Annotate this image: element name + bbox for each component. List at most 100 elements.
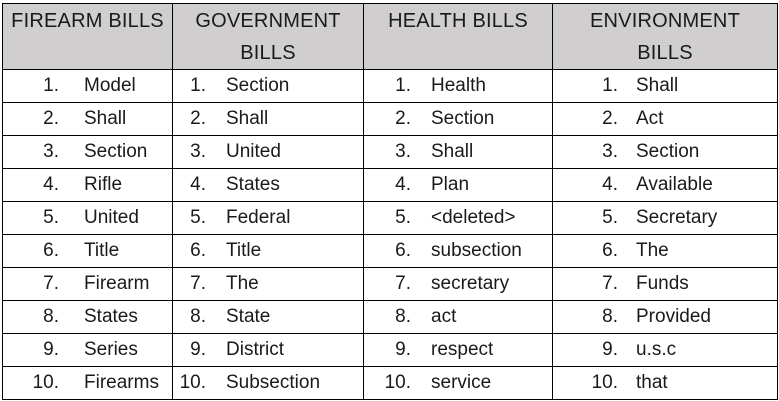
firearm-cell: 7. Firearm [2,267,173,301]
firearm-cell: 1. Model [2,69,173,103]
table-row: 6. Title 6. Title 6. subsection 6. The [2,234,778,268]
list-term: secretary [431,273,510,294]
environment-cell: 3. Section [552,135,778,169]
list-entry: 6. Title [3,235,172,267]
list-number: 8. [43,306,59,327]
firearm-cell: 9. Series [2,333,173,367]
list-number: 5. [43,207,59,228]
government-cell: 5. Federal [172,201,364,235]
list-term: Provided [636,306,711,327]
firearm-cell: 8. States [2,300,173,334]
list-entry: 3. Section [553,136,777,168]
list-number: 4. [602,174,618,195]
list-entry: 9. Series [3,334,172,366]
table-row: 4. Rifle 4. States 4. Plan 4. Available [2,168,778,202]
list-number: 9. [602,339,618,360]
list-term: States [84,306,138,327]
list-entry: 7. Funds [553,268,777,300]
list-entry: 1. Health [364,70,552,102]
list-entry: 7. The [173,268,363,300]
list-entry: 1. Section [173,70,363,102]
table-row: 2. Shall 2. Shall 2. Section 2. Act [2,102,778,136]
health-cell: 6. subsection [363,234,553,268]
header-line: HEALTH BILLS [388,10,528,32]
list-number: 7. [602,273,618,294]
list-entry: 8. State [173,301,363,333]
list-term: Rifle [84,174,123,195]
header-line: ENVIRONMENT [590,10,740,32]
list-entry: 9. u.s.c [553,334,777,366]
environment-cell: 8. Provided [552,300,778,334]
health-cell: 10. service [363,366,553,400]
list-term: Plan [431,174,470,195]
list-number: 2. [395,108,411,129]
list-number: 8. [190,306,206,327]
list-term: Available [636,174,713,195]
list-term: Shall [636,75,679,96]
list-number: 6. [395,240,411,261]
list-term: subsection [431,240,522,261]
health-cell: 2. Section [363,102,553,136]
table-row: 1. Model 1. Section 1. Health 1. Shall [2,69,778,103]
list-term: District [226,339,285,360]
list-entry: 10. that [553,367,777,399]
table-row: 9. Series 9. District 9. respect 9. u.s.c [2,333,778,367]
list-entry: 10. Subsection [173,367,363,399]
list-number: 5. [395,207,411,228]
list-number: 8. [395,306,411,327]
government-cell: 7. The [172,267,364,301]
header-line: FIREARM BILLS [11,10,164,32]
list-entry: 5. Federal [173,202,363,234]
list-entry: 8. act [364,301,552,333]
health-cell: 5. <deleted> [363,201,553,235]
list-term: Section [431,108,495,129]
list-term: State [226,306,271,327]
list-entry: 7. Firearm [3,268,172,300]
government-cell: 9. District [172,333,364,367]
list-number: 9. [43,339,59,360]
list-entry: 3. United [173,136,363,168]
list-number: 10. [179,372,206,393]
health-cell: 1. Health [363,69,553,103]
header-line: BILLS [240,42,296,64]
environment-cell: 6. The [552,234,778,268]
list-term: that [636,372,668,393]
list-number: 4. [43,174,59,195]
list-number: 5. [190,207,206,228]
list-term: act [431,306,457,327]
list-entry: 8. Provided [553,301,777,333]
list-term: service [431,372,492,393]
government-cell: 8. State [172,300,364,334]
list-number: 8. [602,306,618,327]
list-entry: 10. Firearms [3,367,172,399]
list-number: 3. [43,141,59,162]
firearm-cell: 5. United [2,201,173,235]
health-cell: 4. Plan [363,168,553,202]
list-entry: 2. Act [553,103,777,135]
list-number: 1. [602,75,618,96]
list-entry: 9. respect [364,334,552,366]
list-entry: 5. Secretary [553,202,777,234]
firearm-cell: 10. Firearms [2,366,173,400]
list-term: Act [636,108,664,129]
list-entry: 8. States [3,301,172,333]
list-entry: 10. service [364,367,552,399]
firearm-cell: 2. Shall [2,102,173,136]
table-row: 8. States 8. State 8. act 8. Provided [2,300,778,334]
list-term: United [84,207,139,228]
list-number: 1. [43,75,59,96]
list-number: 4. [190,174,206,195]
list-entry: 2. Section [364,103,552,135]
list-term: Title [226,240,262,261]
list-number: 2. [190,108,206,129]
government-cell: 3. United [172,135,364,169]
list-term: Firearm [84,273,150,294]
list-number: 10. [591,372,618,393]
health-cell: 9. respect [363,333,553,367]
list-entry: 3. Shall [364,136,552,168]
list-term: <deleted> [431,207,516,228]
list-entry: 6. The [553,235,777,267]
table-header: FIREARM BILLS GOVERNMENT BILLS HEALTH BI… [2,3,778,70]
environment-cell: 2. Act [552,102,778,136]
government-cell: 4. States [172,168,364,202]
